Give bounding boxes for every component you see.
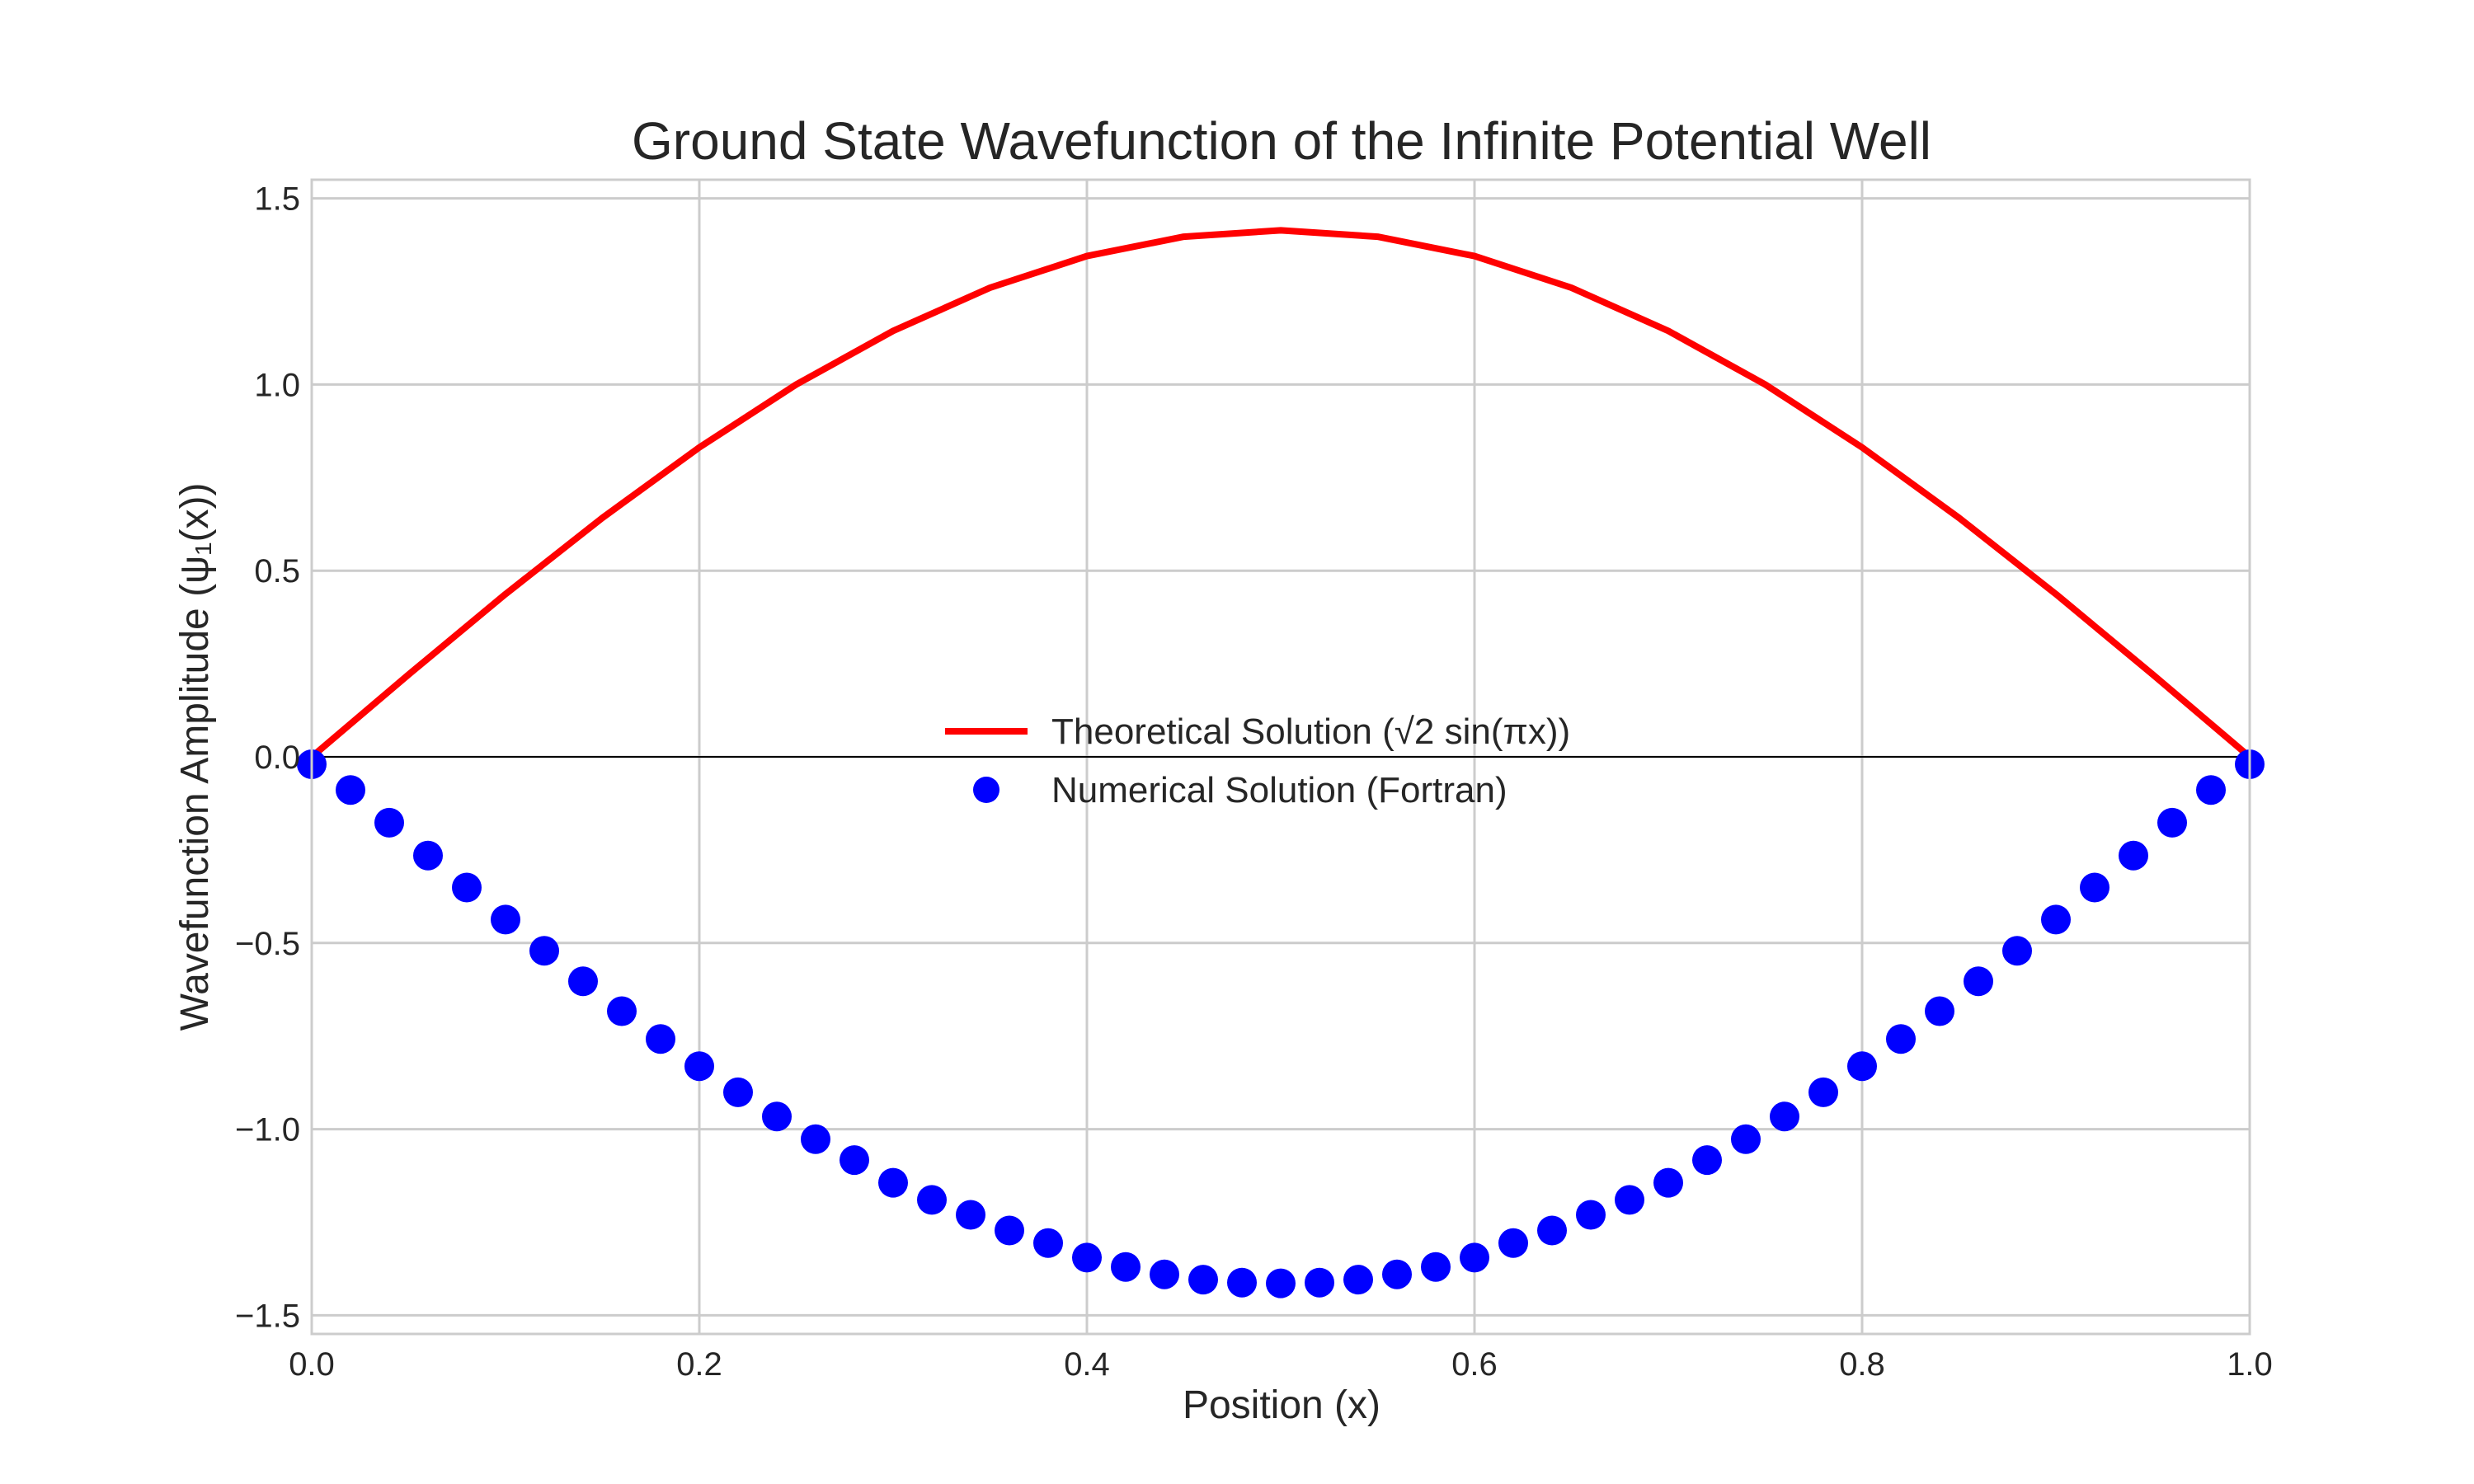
numerical-solution-point [1498, 1228, 1528, 1258]
numerical-solution-point [646, 1024, 675, 1054]
numerical-solution-point [1382, 1259, 1412, 1289]
legend-marker-swatch [973, 777, 999, 803]
numerical-solution-point [801, 1124, 830, 1154]
legend-label-numerical: Numerical Solution (Fortran) [1051, 770, 1507, 810]
numerical-solution-point [413, 840, 443, 871]
numerical-solution-point [1111, 1252, 1141, 1282]
y-tick-label: 1.5 [254, 181, 300, 218]
numerical-solution-point [1615, 1185, 1644, 1215]
numerical-solution-point [2080, 872, 2109, 903]
y-tick-label: 0.5 [254, 553, 300, 589]
series-layer [297, 227, 2265, 1298]
grid-layer [310, 180, 2251, 1334]
y-tick-label: 0.0 [254, 740, 300, 776]
y-tick-label: 1.0 [254, 367, 300, 403]
y-tick-label: −0.5 [235, 926, 300, 962]
numerical-solution-point [1576, 1200, 1606, 1230]
numerical-solution-point [1343, 1265, 1373, 1295]
ticks-layer: 0.0 0.2 0.4 0.6 0.8 1.0 −1.5 −1.0 −0.5 0.0 0.5 1.0 1… [235, 181, 2273, 1383]
numerical-solution-point [529, 936, 559, 966]
numerical-solution-point [1731, 1124, 1761, 1154]
numerical-solution-point [1033, 1228, 1063, 1258]
numerical-solution-point [2041, 904, 2071, 935]
numerical-solution-point [2196, 775, 2226, 805]
numerical-solution-point [1072, 1242, 1102, 1273]
x-tick-label: 0.2 [676, 1346, 722, 1383]
legend: Theoretical Solution (√2 sin(πx)) Numeri… [945, 711, 1570, 810]
numerical-solution-point [452, 872, 482, 903]
numerical-solution-point [917, 1185, 947, 1215]
numerical-solution-point [1537, 1215, 1567, 1246]
x-tick-label: 0.0 [289, 1346, 335, 1383]
x-tick-label: 0.4 [1064, 1346, 1110, 1383]
numerical-solution-point [1188, 1265, 1218, 1295]
numerical-solution-point [684, 1051, 714, 1082]
x-tick-label: 0.6 [1451, 1346, 1498, 1383]
x-tick-label: 1.0 [2227, 1346, 2273, 1383]
numerical-solution-point [1266, 1268, 1296, 1298]
y-tick-label: −1.0 [235, 1112, 300, 1148]
numerical-solution-point [762, 1101, 792, 1132]
numerical-solution-point [1653, 1167, 1683, 1198]
numerical-solution-point [1964, 966, 1993, 997]
theoretical-solution-line [309, 227, 2252, 760]
numerical-solution-point [2157, 807, 2187, 838]
numerical-solution-point [491, 904, 520, 935]
numerical-solution-point [336, 775, 365, 805]
numerical-solution-point [878, 1167, 908, 1198]
numerical-solution-point [1692, 1145, 1722, 1176]
numerical-solution-point [2119, 840, 2148, 871]
plot-frame [310, 178, 2251, 1336]
numerical-solution-point [1770, 1101, 1799, 1132]
numerical-solution-point [1421, 1252, 1451, 1282]
numerical-solution-point [1150, 1259, 1179, 1289]
y-tick-label: −1.5 [235, 1298, 300, 1334]
numerical-solution-point [2002, 936, 2032, 966]
chart-title: Ground State Wavefunction of the Infinit… [632, 111, 1931, 171]
numerical-solution-point [568, 966, 598, 997]
numerical-solution-point [1886, 1024, 1916, 1054]
numerical-solution-point [995, 1215, 1024, 1246]
numerical-solution-point [1925, 996, 1954, 1026]
numerical-solution-point [1847, 1051, 1877, 1082]
numerical-solution-point [723, 1077, 753, 1107]
numerical-solution-point [956, 1200, 985, 1230]
numerical-solution-point [1460, 1242, 1489, 1273]
legend-label-theoretical: Theoretical Solution (√2 sin(πx)) [1051, 711, 1570, 752]
x-tick-label: 0.8 [1839, 1346, 1885, 1383]
numerical-solution-point [840, 1145, 869, 1176]
numerical-solution-point [1227, 1267, 1257, 1298]
x-axis-label: Position (x) [1183, 1383, 1380, 1427]
y-axis-label: Wavefunction Amplitude (ψ₁(x)) [173, 483, 217, 1031]
numerical-solution-point [1305, 1267, 1334, 1298]
numerical-solution-point [374, 807, 404, 838]
numerical-solution-point [607, 996, 637, 1026]
numerical-solution-point [1808, 1077, 1838, 1107]
